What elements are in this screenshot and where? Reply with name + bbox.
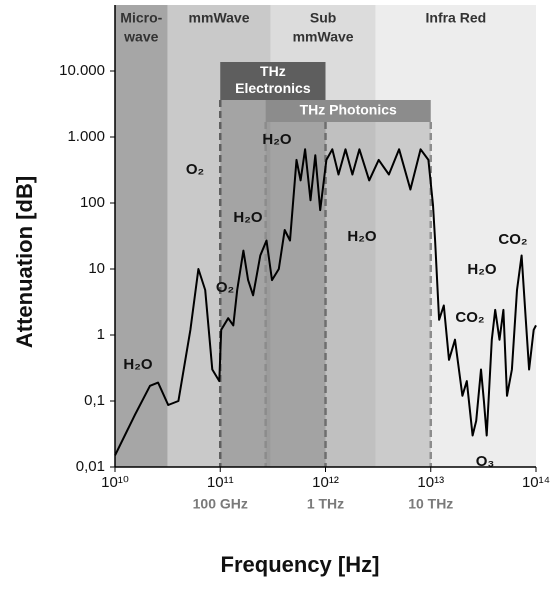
x-axis-title: Frequency [Hz] [221, 552, 380, 577]
molecule-label: H₂O [262, 131, 291, 148]
molecule-label: O₃ [476, 453, 495, 470]
y-tick-label: 0,01 [76, 458, 105, 475]
molecule-label: H₂O [347, 228, 376, 245]
band-label: mmWave [189, 10, 250, 26]
frequency-band [115, 5, 168, 467]
x-tick-label: 10¹¹ [207, 474, 234, 491]
molecule-label: H₂O [233, 209, 262, 226]
band-label: Sub [310, 10, 336, 26]
y-tick-label: 1.000 [67, 128, 105, 145]
overlay-region [265, 122, 431, 467]
attenuation-line [114, 148, 537, 456]
overlay-label: THz [260, 63, 286, 79]
y-tick-label: 10.000 [59, 62, 105, 79]
x-tick-label: 10¹⁴ [522, 474, 550, 491]
molecule-label: O₂ [186, 161, 204, 178]
overlay-label: THz Photonics [300, 102, 397, 118]
molecule-label: O₂ [216, 279, 234, 296]
band-label: mmWave [293, 29, 354, 45]
molecule-label: CO₂ [498, 231, 527, 248]
secondary-x-label: 10 THz [408, 496, 453, 512]
overlay-header [220, 62, 326, 100]
x-tick-label: 10¹³ [417, 474, 444, 491]
molecule-label: CO₂ [455, 309, 484, 326]
y-tick-label: 100 [80, 194, 105, 211]
y-tick-label: 1 [97, 326, 105, 343]
frequency-band [375, 5, 536, 467]
band-label: Infra Red [426, 10, 487, 26]
y-tick-label: 10 [88, 260, 105, 277]
overlay-label: Electronics [235, 80, 311, 96]
y-tick-label: 0,1 [84, 392, 105, 409]
x-tick-label: 10¹⁰ [101, 474, 129, 491]
band-label: Micro- [120, 10, 162, 26]
molecule-label: H₂O [123, 356, 152, 373]
secondary-x-label: 100 GHz [193, 496, 248, 512]
band-label: wave [123, 29, 158, 45]
overlay-header [265, 100, 431, 122]
molecule-label: H₂O [467, 261, 496, 278]
y-axis-title: Attenuation [dB] [12, 176, 37, 348]
x-tick-label: 10¹² [312, 474, 339, 491]
secondary-x-label: 1 THz [307, 496, 344, 512]
